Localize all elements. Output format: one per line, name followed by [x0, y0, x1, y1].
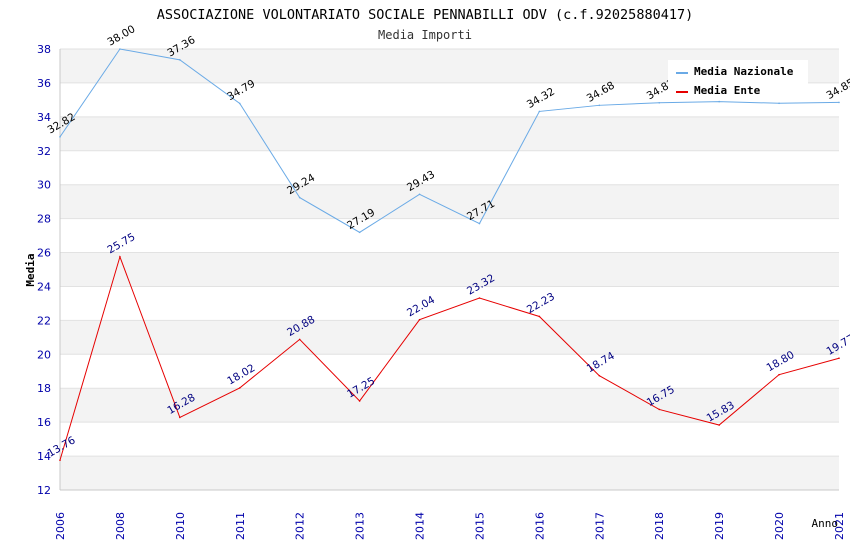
- y-tick-label: 38: [37, 43, 51, 56]
- y-tick-label: 18: [37, 382, 51, 395]
- legend-background: [668, 60, 808, 100]
- x-tick-label: 2015: [473, 512, 486, 540]
- chart-title: ASSOCIAZIONE VOLONTARIATO SOCIALE PENNAB…: [157, 7, 693, 23]
- data-point: [838, 101, 840, 104]
- x-tick-label: 2021: [833, 512, 846, 540]
- x-tick-label: 2019: [713, 512, 726, 540]
- data-point: [119, 48, 121, 50]
- x-tick-label: 2010: [174, 512, 187, 540]
- data-label: 38.00: [105, 23, 137, 48]
- data-point: [598, 374, 601, 377]
- data-point: [238, 387, 241, 389]
- data-point: [538, 315, 541, 318]
- x-tick-label: 2011: [234, 512, 247, 540]
- data-label: 18.02: [225, 362, 257, 387]
- axes: [59, 49, 839, 491]
- y-tick-label: 24: [37, 280, 51, 293]
- data-point: [298, 196, 301, 199]
- y-tick-label: 28: [37, 213, 51, 226]
- series-line-1: [59, 255, 840, 461]
- x-tick-label: 2006: [54, 512, 67, 540]
- data-point: [718, 424, 720, 426]
- data-point: [238, 102, 241, 105]
- x-tick-label: 2017: [593, 512, 606, 540]
- data-point: [358, 231, 361, 234]
- x-tick-label: 2013: [354, 512, 367, 540]
- x-tick-label: 2014: [414, 512, 427, 540]
- grid-bands: [60, 48, 839, 491]
- data-point: [418, 318, 421, 321]
- data-point: [59, 136, 61, 138]
- data-point: [838, 357, 840, 360]
- y-tick-label: 14: [37, 450, 51, 463]
- data-label: 34.32: [525, 86, 557, 111]
- y-tick-label: 36: [37, 77, 51, 90]
- x-axis-ticks: 2006 2008 2010 2011 2012 2013 2014 2015 2016 2017…: [54, 512, 846, 540]
- x-axis-label: Anno: [812, 517, 839, 530]
- y-axis-label: Media: [24, 253, 37, 286]
- data-point: [538, 110, 541, 113]
- y-axis-ticks: 12 14 16 18 20 22 24 26 28 30 32 34 36 38: [37, 43, 51, 497]
- series-line-0: [59, 48, 840, 233]
- data-point: [418, 193, 421, 196]
- grid-band: [60, 388, 839, 423]
- y-tick-label: 22: [37, 314, 51, 327]
- data-point: [358, 400, 361, 402]
- y-tick-label: 34: [37, 111, 51, 124]
- data-label: 22.23: [525, 291, 557, 316]
- data-point: [59, 459, 61, 461]
- series-lines: [59, 48, 840, 461]
- grid-band: [60, 456, 839, 490]
- data-point: [298, 338, 301, 341]
- data-point: [179, 59, 181, 61]
- x-tick-label: 2008: [114, 512, 127, 540]
- y-tick-label: 20: [37, 348, 51, 361]
- data-point: [119, 255, 121, 258]
- y-tick-label: 16: [37, 416, 51, 429]
- data-point: [778, 373, 780, 376]
- x-tick-label: 2012: [294, 512, 307, 540]
- x-tick-label: 2018: [653, 512, 666, 540]
- legend: Media Nazionale Media Ente: [668, 60, 808, 100]
- chart-subtitle: Media Importi: [378, 28, 472, 42]
- data-point: [778, 102, 780, 105]
- grid-band: [60, 116, 839, 151]
- y-tick-label: 30: [37, 179, 51, 192]
- data-point: [658, 101, 661, 104]
- grid-band: [60, 252, 839, 287]
- data-point: [179, 416, 181, 419]
- x-tick-label: 2016: [533, 512, 546, 540]
- data-point: [478, 297, 481, 299]
- y-tick-label: 12: [37, 484, 51, 497]
- x-tick-label: 2020: [773, 512, 786, 540]
- data-point: [718, 100, 720, 103]
- grid-band: [60, 184, 839, 219]
- grid-band: [60, 320, 839, 355]
- y-tick-label: 32: [37, 145, 51, 158]
- y-tick-label: 26: [37, 247, 51, 260]
- legend-label-nazionale: Media Nazionale: [694, 65, 794, 78]
- data-point: [658, 408, 661, 411]
- data-point: [478, 222, 481, 225]
- data-point: [598, 104, 601, 107]
- legend-label-ente: Media Ente: [694, 84, 761, 97]
